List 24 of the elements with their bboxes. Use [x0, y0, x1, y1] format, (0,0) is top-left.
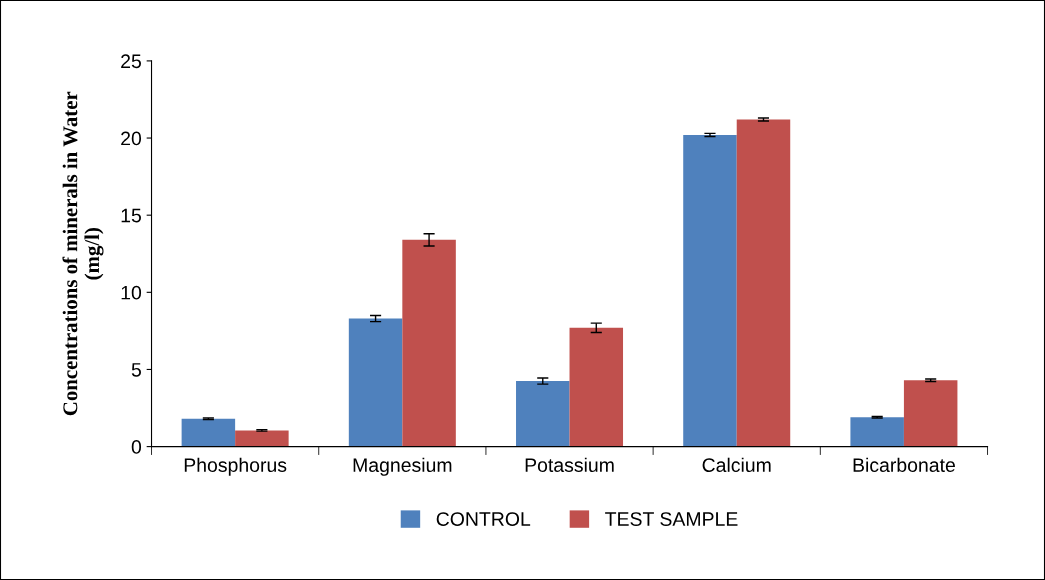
bar — [683, 134, 737, 447]
bar — [903, 380, 958, 447]
bar — [516, 381, 570, 447]
y-tick-label: 5 — [131, 363, 141, 377]
x-tick-label: Bicarbonate — [853, 457, 955, 472]
x-tick-label: Phosphorus — [184, 457, 287, 476]
bar — [181, 418, 236, 447]
y-tick-label: 25 — [121, 54, 141, 69]
x-tick-label: Calcium — [702, 457, 771, 472]
bar — [348, 318, 403, 447]
legend-label: TEST SAMPLE — [605, 512, 738, 526]
bar — [235, 430, 289, 447]
bar — [402, 239, 456, 447]
y-tick-label: 10 — [121, 285, 142, 300]
y-tick-label: 15 — [121, 208, 141, 223]
y-tick-label: 0 — [131, 440, 142, 454]
bar — [569, 327, 624, 447]
y-tick-label: 20 — [121, 131, 142, 146]
bar — [850, 417, 904, 447]
y-axis-title: Concentrations of minerals in Water (mg/l) — [62, 91, 104, 416]
legend-label: CONTROL — [436, 512, 531, 526]
bar — [736, 119, 791, 447]
x-tick-label: Magnesium — [353, 457, 452, 476]
x-tick-label: Potassium — [525, 457, 614, 472]
